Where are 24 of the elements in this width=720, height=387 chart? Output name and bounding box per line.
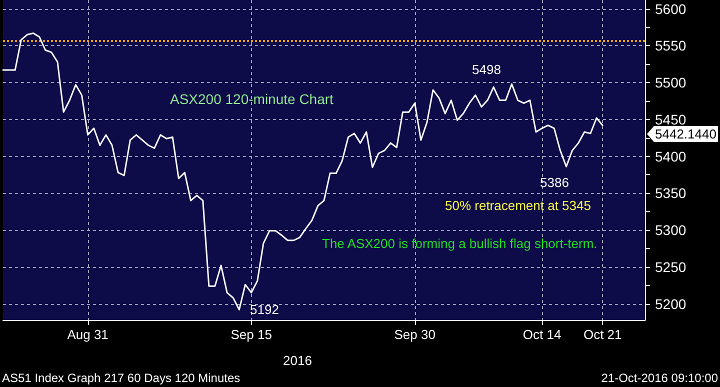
x-tick-label: Aug 31 bbox=[67, 327, 108, 342]
annotation: 5386 bbox=[540, 175, 569, 190]
text: 5442.1440 bbox=[655, 126, 716, 142]
annotation: 5192 bbox=[250, 302, 279, 317]
y-tick-label: 5200 bbox=[655, 296, 686, 312]
text: 21-Oct-2016 09:10:00 bbox=[601, 371, 718, 385]
y-tick-label: 5250 bbox=[655, 258, 686, 275]
y-tick-label: 5350 bbox=[655, 185, 686, 202]
x-tick-label: Oct 21 bbox=[583, 327, 622, 342]
y-tick-label: 5500 bbox=[655, 74, 686, 91]
annotation: 5498 bbox=[472, 62, 501, 77]
y-tick-label: 5600 bbox=[655, 0, 686, 17]
x-axis-title: 2016 bbox=[283, 353, 312, 368]
annotation: 50% retracement at 5345 bbox=[445, 198, 591, 213]
y-tick-label: 5550 bbox=[655, 38, 686, 54]
x-tick-label: Sep 15 bbox=[230, 327, 272, 342]
x-tick-label: Sep 30 bbox=[394, 327, 436, 342]
text: AS51 Index Graph 217 60 Days 120 Minutes bbox=[2, 371, 240, 385]
y-tick-label: 5450 bbox=[655, 111, 686, 128]
text: ASX200 120-minute Chart bbox=[170, 91, 334, 107]
annotation: The ASX200 is forming a bullish flag short-term. bbox=[322, 236, 598, 251]
y-tick-label: 5300 bbox=[655, 222, 686, 238]
x-tick-label: Oct 14 bbox=[522, 327, 562, 342]
y-tick-label: 5400 bbox=[655, 148, 686, 164]
